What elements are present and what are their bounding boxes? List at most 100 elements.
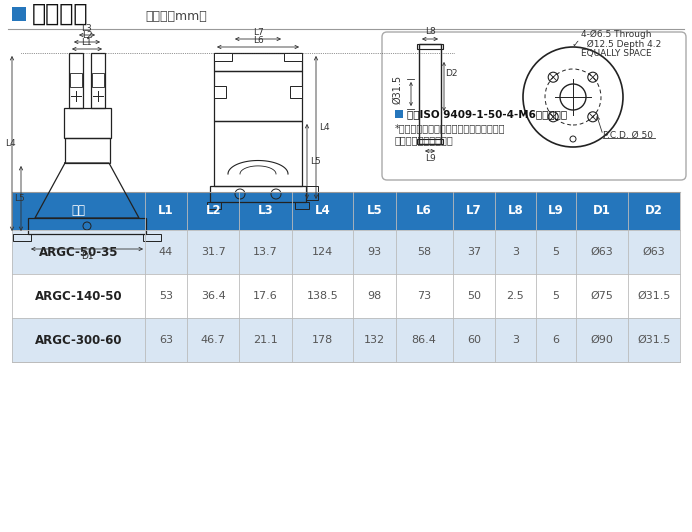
- Bar: [13, 234, 31, 241]
- Bar: [207, 202, 221, 209]
- Text: 3: 3: [512, 335, 519, 345]
- Text: 21.1: 21.1: [253, 335, 277, 345]
- Text: D2: D2: [445, 70, 457, 79]
- Text: 73: 73: [417, 291, 431, 301]
- Text: Ø31.5: Ø31.5: [392, 74, 402, 104]
- Bar: [214, 86, 226, 98]
- Text: 型号: 型号: [71, 204, 85, 218]
- Text: EQUALLY SPACE: EQUALLY SPACE: [581, 49, 652, 58]
- Text: 50: 50: [467, 291, 481, 301]
- Text: Ø75: Ø75: [590, 291, 613, 301]
- Bar: [92, 73, 104, 87]
- Text: L4: L4: [6, 139, 16, 148]
- Text: 36.4: 36.4: [201, 291, 226, 301]
- Text: ARGC-300-60: ARGC-300-60: [35, 334, 122, 346]
- Text: 符合ISO 9409-1-50-4-M6的标准法兰: 符合ISO 9409-1-50-4-M6的标准法兰: [407, 109, 567, 119]
- Text: 53: 53: [159, 291, 173, 301]
- Text: L2: L2: [206, 204, 221, 218]
- Text: *如需定制法兰，建议根据机器人安装孔位: *如需定制法兰，建议根据机器人安装孔位: [395, 123, 505, 133]
- Text: D1: D1: [81, 252, 93, 261]
- Text: L1: L1: [82, 38, 92, 47]
- Bar: [65, 138, 110, 163]
- Text: D2: D2: [645, 204, 663, 218]
- Text: 6: 6: [552, 335, 559, 345]
- Bar: [69, 53, 83, 108]
- Text: 178: 178: [311, 335, 333, 345]
- Bar: [12, 192, 680, 230]
- Text: 31.7: 31.7: [201, 247, 226, 257]
- Text: 132: 132: [364, 335, 385, 345]
- Text: 44: 44: [159, 247, 173, 257]
- Text: L7: L7: [253, 28, 264, 37]
- Bar: [214, 121, 302, 186]
- Text: Ø12.5 Depth 4.2: Ø12.5 Depth 4.2: [581, 40, 662, 49]
- Text: 5: 5: [552, 247, 559, 257]
- Text: L1: L1: [158, 204, 174, 218]
- Text: L8: L8: [507, 204, 523, 218]
- Bar: [91, 53, 105, 108]
- Bar: [70, 73, 82, 87]
- Text: L3: L3: [257, 204, 273, 218]
- Text: L9: L9: [425, 154, 435, 163]
- Text: 2.5: 2.5: [507, 291, 525, 301]
- Text: L7: L7: [466, 204, 482, 218]
- Text: 46.7: 46.7: [201, 335, 226, 345]
- Bar: [64, 108, 111, 138]
- Bar: [290, 86, 302, 98]
- Text: ARGC-140-50: ARGC-140-50: [35, 289, 122, 303]
- Bar: [210, 186, 306, 202]
- Text: L4: L4: [319, 123, 329, 132]
- Bar: [417, 44, 443, 49]
- Text: L5: L5: [367, 204, 382, 218]
- Bar: [12, 230, 680, 274]
- Text: ✓: ✓: [572, 39, 580, 49]
- Text: L6: L6: [417, 204, 432, 218]
- Text: 13.7: 13.7: [253, 247, 277, 257]
- Bar: [12, 318, 680, 362]
- Text: L9: L9: [548, 204, 563, 218]
- Text: 93: 93: [367, 247, 381, 257]
- Text: Ø63: Ø63: [643, 247, 665, 257]
- Text: L2: L2: [82, 31, 92, 40]
- Text: 4-Ø6.5 Through: 4-Ø6.5 Through: [581, 30, 651, 39]
- Text: D1: D1: [593, 204, 611, 218]
- Text: P.C.D. Ø 50: P.C.D. Ø 50: [603, 130, 653, 139]
- Text: 5: 5: [552, 291, 559, 301]
- Text: 17.6: 17.6: [253, 291, 277, 301]
- Text: ARGC-50-35: ARGC-50-35: [39, 245, 118, 259]
- Text: 86.4: 86.4: [412, 335, 437, 345]
- Bar: [306, 186, 318, 200]
- Text: 98: 98: [367, 291, 381, 301]
- Bar: [214, 53, 232, 61]
- Bar: [214, 71, 302, 121]
- Bar: [12, 7, 26, 21]
- Text: 124: 124: [311, 247, 333, 257]
- Bar: [284, 53, 302, 61]
- Bar: [143, 234, 161, 241]
- Bar: [214, 53, 302, 71]
- Bar: [419, 44, 441, 144]
- Bar: [28, 218, 146, 234]
- Text: Ø31.5: Ø31.5: [637, 335, 671, 345]
- Text: 60: 60: [467, 335, 481, 345]
- Text: 外观尺寸: 外观尺寸: [32, 2, 89, 26]
- Bar: [295, 202, 309, 209]
- Text: Ø63: Ø63: [590, 247, 613, 257]
- Text: 3: 3: [512, 247, 519, 257]
- Text: Ø31.5: Ø31.5: [637, 291, 671, 301]
- Text: 进行设计，或联系我们: 进行设计，或联系我们: [395, 135, 454, 145]
- Text: 63: 63: [159, 335, 173, 345]
- Text: 138.5: 138.5: [307, 291, 338, 301]
- Text: （单位：mm）: （单位：mm）: [145, 10, 207, 22]
- Text: L3: L3: [82, 24, 92, 33]
- Text: L5: L5: [310, 157, 321, 166]
- Text: L4: L4: [314, 204, 330, 218]
- Text: L8: L8: [425, 27, 435, 36]
- Text: L6: L6: [253, 36, 264, 45]
- Text: Ø90: Ø90: [590, 335, 613, 345]
- Text: 58: 58: [417, 247, 431, 257]
- Text: 37: 37: [467, 247, 481, 257]
- Text: L5: L5: [15, 194, 25, 203]
- Bar: [395, 110, 403, 118]
- Bar: [12, 274, 680, 318]
